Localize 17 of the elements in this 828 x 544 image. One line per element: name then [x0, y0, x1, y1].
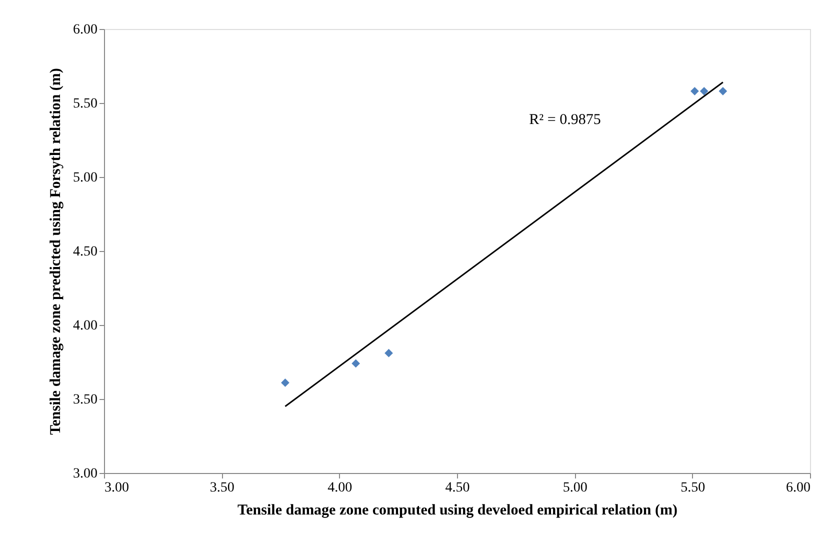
annotation: R² = 0.9875 [529, 112, 601, 128]
y-tick-label: 6.00 [73, 22, 98, 38]
y-tick-label: 5.50 [73, 96, 98, 112]
y-axis-title: Tensile damage zone predicted using Forsyth relation (m) [48, 68, 64, 435]
y-tick-label: 3.00 [73, 466, 98, 482]
y-tick-label: 5.00 [73, 170, 98, 186]
y-tick-label: 4.00 [73, 318, 98, 334]
y-tick-label: 4.50 [73, 244, 98, 260]
x-tick-label: 5.00 [562, 480, 588, 496]
y-tick-label: 3.50 [73, 392, 98, 408]
x-tick-label: 4.50 [445, 480, 470, 496]
x-axis-title: Tensile damage zone computed using develoed empirical relation (m) [238, 502, 678, 518]
x-tick-label: 3.50 [210, 480, 234, 496]
x-tick-label: 3.00 [104, 480, 129, 496]
x-tick-label: 5.50 [680, 480, 706, 496]
x-tick-label: 4.00 [328, 480, 352, 496]
x-tick-label: 6.00 [786, 480, 810, 496]
